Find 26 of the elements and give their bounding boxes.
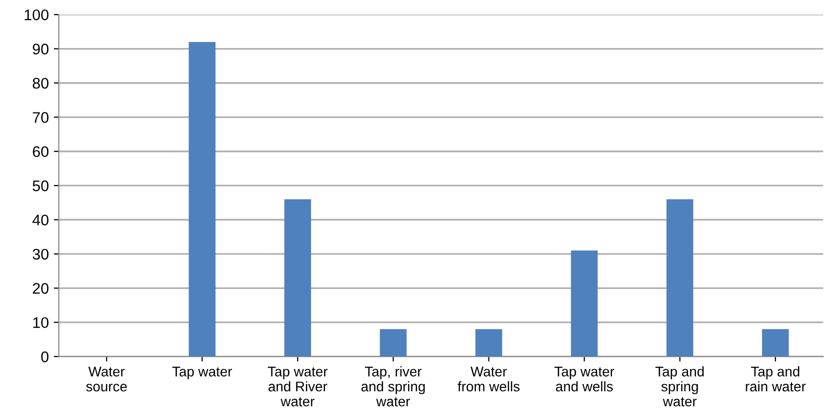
y-tick-label: 80 (32, 78, 48, 89)
y-tick-label: 20 (32, 283, 48, 294)
bar (570, 250, 598, 357)
y-tick-label: 40 (32, 214, 48, 226)
x-tick-label: Tap, river and spring water (361, 366, 425, 406)
x-tick-label: Water source (86, 366, 127, 392)
x-tick-label: Tap and rain water (746, 366, 806, 392)
bar (380, 329, 407, 357)
y-tick-label: 30 (32, 248, 48, 260)
x-tick-label: Water from wells (458, 366, 520, 392)
bar (188, 42, 216, 357)
bar (284, 199, 312, 357)
y-tick-label: 60 (32, 146, 48, 158)
x-tick-label: Tap and spring water (655, 366, 704, 406)
y-tick-label: 100 (24, 9, 48, 20)
bar (475, 329, 502, 357)
y-tick-label: 10 (33, 317, 48, 328)
x-tick-label: Tap water and wells (554, 366, 614, 392)
y-tick-label: 70 (32, 112, 48, 123)
bar (666, 199, 694, 357)
y-tick-label: 50 (32, 180, 48, 192)
x-tick-label: Tap water and River water (268, 366, 328, 406)
x-tick-label: Tap water (172, 366, 232, 380)
y-tick-label: 90 (32, 44, 48, 54)
y-tick-label: 0 (41, 351, 48, 362)
bar (762, 329, 789, 357)
